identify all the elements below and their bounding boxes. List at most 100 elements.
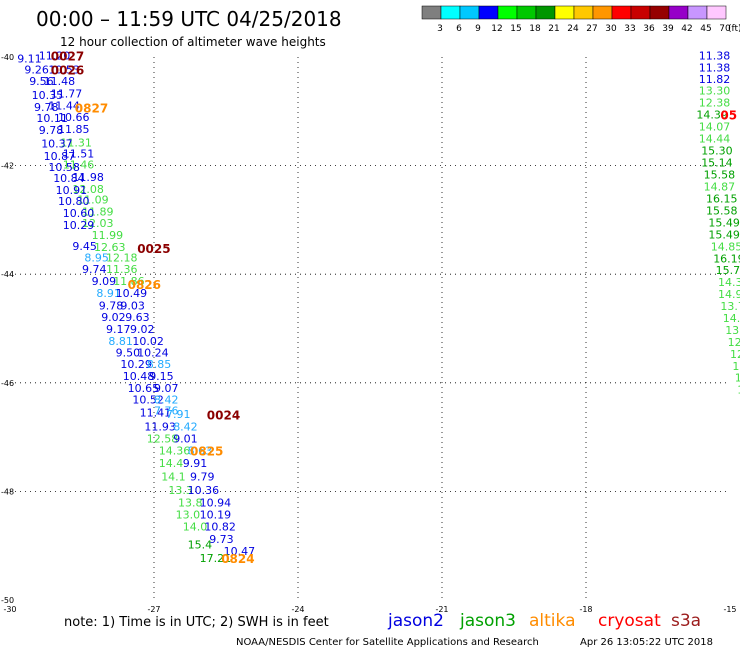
swh-value-label: 15.49 bbox=[708, 216, 740, 229]
swh-value-label: 14.0 bbox=[183, 520, 208, 533]
swh-value-label: 10.47 bbox=[224, 545, 256, 558]
scale-tick-label: 6 bbox=[456, 24, 462, 34]
scale-tick-label: 30 bbox=[605, 24, 617, 34]
swh-value-label: 9.78 bbox=[39, 124, 64, 137]
swh-value-label: 8.81 bbox=[108, 335, 132, 348]
x-tick-label: -24 bbox=[291, 605, 304, 614]
swh-value-label: 10.84 bbox=[53, 172, 84, 185]
swh-value-label: 12.58 bbox=[147, 433, 179, 446]
swh-value-label: 9.45 bbox=[72, 240, 97, 253]
scale-swatch bbox=[649, 5, 670, 20]
swh-value-label: 9.56 bbox=[29, 75, 54, 88]
swh-value-label: 10.53 bbox=[48, 63, 80, 76]
swh-value-label: 9.78 bbox=[34, 101, 59, 114]
swh-value-label: 9.11 bbox=[17, 52, 42, 65]
swh-value-label: 11.86 bbox=[113, 275, 145, 288]
swh-value-label: 9.74 bbox=[82, 263, 107, 276]
legend-s3a: s3a bbox=[671, 611, 701, 631]
swh-value-label: 9.78 bbox=[99, 299, 124, 312]
legend-cryosat: cryosat bbox=[598, 611, 661, 631]
scale-tick-label: 15 bbox=[510, 24, 521, 34]
scale-tick-label: 24 bbox=[567, 24, 579, 34]
y-tick-label: -48 bbox=[1, 487, 14, 496]
scale-tick-label: 3 bbox=[437, 24, 443, 34]
swh-value-label: 10.36 bbox=[188, 484, 220, 497]
swh-value-label: 12.18 bbox=[106, 252, 138, 265]
pass-time-label: 05 bbox=[720, 108, 737, 122]
y-tick-label: -42 bbox=[1, 162, 14, 171]
scale-swatch bbox=[421, 5, 442, 20]
swh-value-label: 10.52 bbox=[132, 393, 164, 406]
scale-tick-label: 42 bbox=[681, 24, 692, 34]
plot-area: 11.209.1110.539.2611.489.5611.7710.3511.… bbox=[10, 49, 740, 600]
y-tick-label: -46 bbox=[1, 379, 14, 388]
swh-value-label: 12.5 bbox=[737, 384, 740, 397]
scale-swatch bbox=[535, 5, 556, 20]
swh-value-label: 11.85 bbox=[58, 123, 90, 136]
swh-value-label: 10.49 bbox=[116, 287, 148, 300]
swh-value-label: 9.17 bbox=[106, 323, 131, 336]
swh-value-label: 10.48 bbox=[123, 370, 155, 383]
scale-swatch bbox=[497, 5, 518, 20]
chart-title: 00:00 – 11:59 UTC 04/25/2018 bbox=[36, 7, 342, 31]
swh-value-label: 14.36 bbox=[159, 444, 191, 457]
pass-time-label: 0027 bbox=[51, 49, 84, 63]
swh-value-label: 11.46 bbox=[63, 158, 95, 171]
footer-note: note: 1) Time is in UTC; 2) SWH is in fe… bbox=[64, 615, 329, 630]
scale-swatch bbox=[516, 5, 537, 20]
swh-value-label: 15.58 bbox=[704, 169, 736, 182]
swh-value-label: 8.42 bbox=[173, 421, 198, 434]
swh-value-label: 9.63 bbox=[125, 311, 150, 324]
swh-value-label: 8.85 bbox=[147, 358, 172, 371]
swh-value-label: 14.44 bbox=[699, 132, 731, 145]
scale-swatch bbox=[440, 5, 461, 20]
swh-value-label: 11.93 bbox=[144, 421, 176, 434]
swh-value-label: 9.79 bbox=[190, 471, 215, 484]
scale-tick-label: 45 bbox=[700, 24, 711, 34]
swh-value-label: 9.15 bbox=[149, 370, 174, 383]
swh-value-label: 12.03 bbox=[82, 217, 114, 230]
scale-swatch bbox=[592, 5, 613, 20]
swh-value-label: 11.82 bbox=[699, 73, 731, 86]
swh-value-label: 9.50 bbox=[116, 347, 141, 360]
swh-value-label: 10.66 bbox=[58, 111, 90, 124]
swh-value-label: 10.82 bbox=[204, 520, 236, 533]
scale-tick-label: 18 bbox=[529, 24, 541, 34]
swh-value-label: 13.77 bbox=[725, 324, 740, 337]
scale-swatch bbox=[611, 5, 632, 20]
x-tick-label: -30 bbox=[3, 605, 16, 614]
x-tick-label: -15 bbox=[723, 605, 736, 614]
swh-value-label: 11.09 bbox=[77, 194, 109, 207]
swh-value-label: 14.4 bbox=[159, 457, 184, 470]
swh-value-label: 15.49 bbox=[708, 228, 740, 241]
pass-time-label: 0826 bbox=[128, 278, 161, 292]
scale-swatch bbox=[478, 5, 499, 20]
swh-value-label: 13.30 bbox=[699, 84, 731, 97]
y-tick-label: -50 bbox=[1, 596, 14, 605]
scale-tick-label: 39 bbox=[662, 24, 674, 34]
swh-value-label: 11.31 bbox=[60, 137, 92, 150]
scale-tick-label: 27 bbox=[586, 24, 597, 34]
legend-altika: altika bbox=[529, 611, 576, 631]
swh-value-label: 15.30 bbox=[701, 145, 733, 158]
footer-timestamp: Apr 26 13:05:22 UTC 2018 bbox=[580, 637, 713, 648]
swh-value-label: 11.98 bbox=[72, 171, 104, 184]
swh-value-label: 11.99 bbox=[92, 229, 124, 242]
swh-value-label: 9.91 bbox=[183, 457, 208, 470]
swh-value-label: 10.60 bbox=[63, 207, 95, 220]
swh-value-label: 9.01 bbox=[173, 433, 198, 446]
swh-value-label: 8.63 bbox=[188, 444, 213, 457]
swh-value-label: 13.0 bbox=[176, 509, 201, 522]
swh-value-label: 7.76 bbox=[154, 404, 179, 417]
swh-value-label: 8.42 bbox=[154, 393, 179, 406]
swh-value-label: 9.02 bbox=[101, 311, 126, 324]
swh-value-label: 13.3 bbox=[168, 484, 193, 497]
swh-value-label: 16.15 bbox=[706, 193, 738, 206]
legend-jason2: jason2 bbox=[387, 611, 444, 631]
scale-swatch bbox=[554, 5, 575, 20]
swh-value-label: 9.09 bbox=[92, 275, 117, 288]
chart-subtitle: 12 hour collection of altimeter wave hei… bbox=[60, 35, 326, 49]
y-tick-label: -40 bbox=[1, 53, 14, 62]
